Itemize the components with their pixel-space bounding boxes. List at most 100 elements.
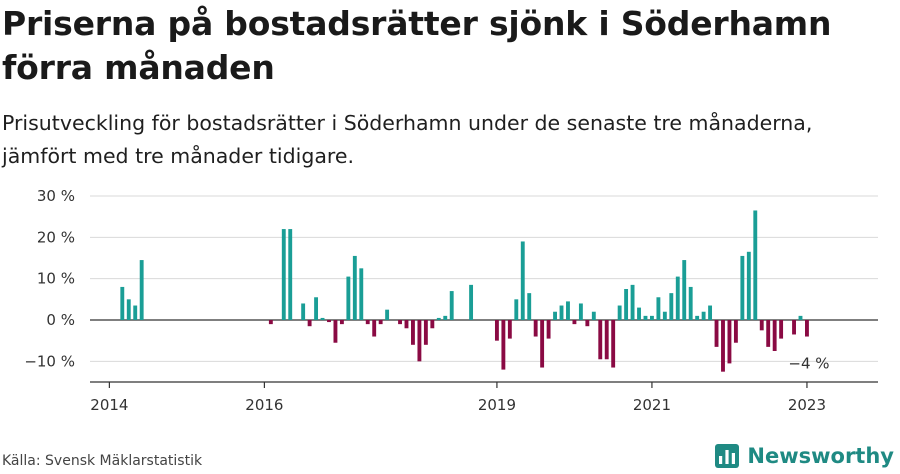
bar (540, 320, 545, 368)
bar (320, 317, 325, 320)
annotation-layer: −4 % (788, 354, 829, 372)
bar (469, 284, 474, 320)
bar (740, 255, 745, 320)
annotation-label: −4 % (788, 354, 829, 372)
y-tick-label: 0 % (46, 311, 75, 329)
bar (727, 320, 732, 364)
bar (268, 320, 273, 325)
bar (598, 320, 603, 360)
bar (766, 320, 771, 347)
bar (805, 320, 809, 337)
bar (656, 297, 661, 320)
x-tick-label: 2014 (90, 396, 128, 414)
bar (436, 317, 441, 320)
x-tick-label: 2016 (245, 396, 283, 414)
bar (372, 320, 377, 337)
bar (346, 276, 351, 320)
bar (385, 309, 390, 320)
chart-title: Priserna på bostadsrätter sjönk i Söderh… (2, 4, 832, 87)
bar (365, 320, 370, 325)
brand-name: Newsworthy (747, 444, 894, 468)
bar (327, 320, 331, 323)
bar (733, 320, 738, 343)
bar (643, 315, 648, 320)
y-tick-label: 30 % (37, 187, 75, 205)
bar (695, 315, 700, 320)
bar (578, 303, 583, 320)
bar (714, 320, 719, 347)
y-tick-label: 10 % (37, 270, 75, 288)
source-note: Källa: Svensk Mäklarstatistik (2, 453, 203, 469)
bar (378, 320, 383, 325)
bar (753, 210, 758, 320)
bar (411, 320, 415, 345)
bar (675, 276, 680, 320)
brand-logo[interactable]: Newsworthy (715, 441, 894, 471)
bar (359, 268, 364, 320)
chart-subtitle: Prisutveckling för bostadsrätter i Söder… (2, 111, 813, 168)
bar (423, 320, 428, 345)
bar (520, 241, 525, 320)
y-axis: 30 % 20 % 10 % 0 % −10 % (24, 187, 75, 370)
bar (585, 320, 590, 327)
bar (759, 320, 764, 331)
bar (682, 260, 687, 320)
bar (701, 311, 706, 320)
x-tick-label: 2021 (633, 396, 671, 414)
bar (507, 320, 512, 339)
bar (772, 320, 777, 351)
bar (443, 315, 448, 320)
bar (572, 320, 577, 325)
bar (514, 299, 519, 320)
bar (430, 320, 435, 329)
x-tick-label: 2019 (478, 396, 516, 414)
gridlines (90, 195, 878, 362)
bar (301, 303, 306, 320)
bar (650, 315, 654, 320)
bar (314, 297, 319, 320)
bar (404, 320, 409, 329)
bar (120, 286, 125, 320)
bar (533, 320, 538, 337)
bar (333, 320, 338, 343)
y-tick-label: 20 % (37, 228, 75, 246)
bar (617, 305, 622, 320)
y-tick-label: −10 % (24, 352, 75, 370)
bar (559, 305, 564, 320)
bar (339, 320, 344, 325)
bar (546, 320, 551, 339)
bar (553, 311, 557, 320)
bar (281, 229, 286, 320)
bar (637, 307, 641, 320)
bar (352, 255, 357, 320)
bar (566, 301, 570, 320)
bar (288, 229, 293, 320)
x-tick-label: 2023 (788, 396, 826, 414)
bar (527, 293, 532, 320)
bar (792, 320, 796, 335)
bar (798, 315, 803, 320)
bar (307, 320, 312, 327)
bar (721, 320, 725, 372)
bar (624, 289, 629, 320)
bar (398, 320, 402, 325)
bar (501, 320, 506, 370)
bar (139, 260, 144, 320)
bar (604, 320, 609, 360)
bar (417, 320, 422, 362)
bar (779, 320, 784, 339)
bar (591, 311, 596, 320)
bar (662, 311, 667, 320)
bar (494, 320, 499, 341)
bar (708, 305, 713, 320)
bar (746, 251, 751, 320)
bar-chart-logo-icon (715, 444, 740, 468)
bar (669, 293, 674, 320)
bars (120, 210, 809, 372)
x-axis: 2014 2016 2019 2021 2023 (90, 381, 878, 414)
bar (630, 284, 635, 320)
bar (449, 291, 454, 320)
bar (688, 286, 693, 320)
bar (126, 299, 131, 320)
bar-chart: 30 % 20 % 10 % 0 % −10 % 2014 2016 2019 2021 202… (24, 187, 878, 414)
